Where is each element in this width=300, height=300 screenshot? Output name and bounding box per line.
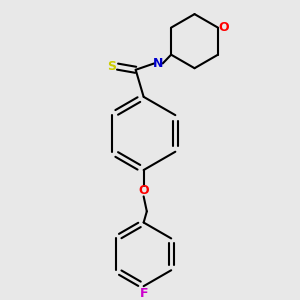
Text: F: F (140, 287, 148, 300)
Text: O: O (138, 184, 149, 197)
Text: O: O (218, 21, 229, 34)
Text: S: S (107, 60, 116, 73)
Text: N: N (153, 57, 163, 70)
